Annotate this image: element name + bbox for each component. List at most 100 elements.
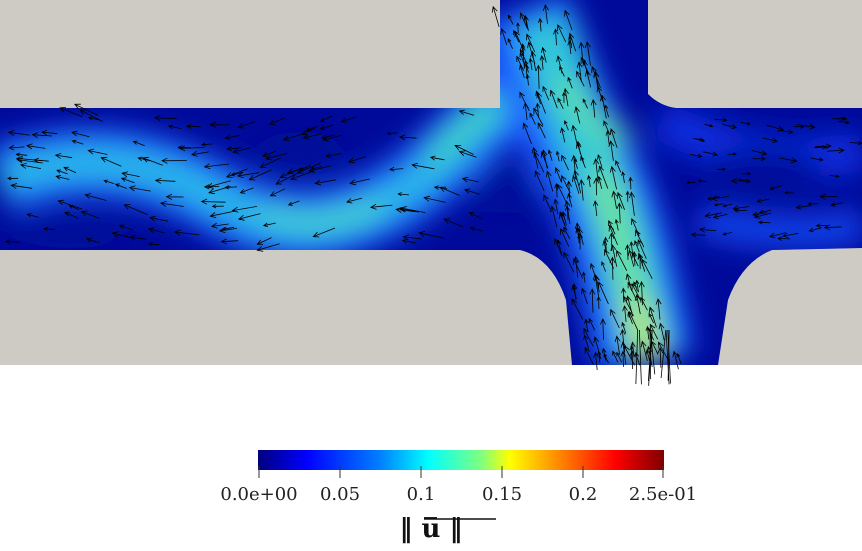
velocity-arrow [128,185,151,192]
velocity-arrow [220,238,239,245]
velocity-arrow [640,296,648,311]
velocity-arrow [838,120,851,125]
velocity-arrow [132,140,145,147]
velocity-arrow [690,232,706,238]
velocity-arrow [519,91,530,112]
velocity-arrow [256,243,280,252]
velocity-arrow [727,152,737,156]
velocity-arrow [620,341,627,365]
velocity-arrow [625,190,630,202]
velocity-arrow [609,256,616,280]
velocity-arrow [608,140,615,161]
colorbar-gradient [258,450,664,470]
velocity-arrow [807,201,819,206]
velocity-arrow [620,350,626,367]
velocity-arrow [147,227,165,234]
velocity-arrow [753,212,772,219]
velocity-arrow [7,130,30,136]
velocity-arrow [224,134,241,140]
velocity-arrow [582,98,588,109]
velocity-arrow [237,121,256,129]
velocity-arrow [648,306,657,328]
velocity-arrow [810,157,824,162]
velocity-arrow [520,48,527,63]
velocity-arrow [611,190,618,209]
velocity-arrow [16,157,43,164]
velocity-arrow [621,287,626,302]
velocity-arrow [545,170,554,192]
velocity-arrow [203,184,220,190]
velocity-arrow [572,175,580,194]
velocity-arrow [507,37,513,49]
velocity-arrow [584,41,591,66]
velocity-arrow [103,179,115,184]
velocity-arrow [203,163,230,170]
velocity-arrow [537,122,546,139]
velocity-arrow [153,115,177,121]
velocity-arrow [25,143,46,150]
velocity-arrow [658,322,665,341]
velocity-arrow [256,237,272,245]
velocity-arrow [10,183,33,189]
velocity-arrow [631,250,637,266]
velocity-arrow [714,117,728,123]
velocity-arrow [63,166,77,174]
velocity-arrow [85,237,100,244]
velocity-arrow [209,210,235,218]
velocity-arrow [601,261,606,272]
velocity-arrow [221,226,235,231]
velocity-arrow [631,217,640,236]
velocity-arrow [43,226,56,231]
velocity-arrow [397,192,409,197]
velocity-arrow [634,240,640,253]
velocity-arrow [262,222,276,227]
velocity-arrow [232,147,251,154]
velocity-arrow [628,176,633,190]
velocity-arrow [516,55,524,71]
velocity-arrow [248,169,272,181]
velocity-arrow [584,346,594,365]
velocity-arrow [309,166,323,171]
velocity-arrow [296,162,321,174]
velocity-arrow [561,154,569,171]
velocity-arrow [815,143,832,149]
velocity-arrow [762,137,779,143]
velocity-arrow [665,329,670,385]
velocity-arrow [461,176,479,183]
velocity-arrow [71,130,90,138]
velocity-arrow [236,172,260,179]
velocity-arrow [608,219,616,235]
velocity-vectors [4,4,862,386]
velocity-arrow [123,204,148,216]
velocity-arrow [590,98,597,118]
velocity-arrow [540,151,549,169]
velocity-arrow [588,317,596,331]
velocity-arrow [564,9,573,31]
velocity-arrow [161,157,187,164]
velocity-arrow [349,178,370,186]
velocity-arrow [784,191,794,195]
velocity-arrow [797,123,816,130]
colorbar-tick-0: 0.0e+00 [220,484,298,505]
velocity-arrow [411,162,435,170]
velocity-arrow [528,57,533,71]
velocity-arrow [596,295,601,310]
velocity-arrow [738,178,752,184]
velocity-arrow [582,271,586,283]
velocity-arrow [600,318,606,340]
velocity-arrow [554,182,559,198]
velocity-arrow [561,174,571,194]
velocity-arrow [602,240,608,255]
velocity-arrow [523,62,530,80]
velocity-arrow [576,140,581,155]
velocity-arrow [562,91,566,103]
colorbar-tick-5: 2.5e-01 [628,484,698,505]
velocity-arrow [581,287,588,304]
velocity-arrow [598,165,609,189]
velocity-arrow [622,305,628,322]
velocity-arrow [269,188,286,197]
velocity-arrow [173,229,200,236]
velocity-arrow [312,227,336,238]
velocity-arrow [575,227,581,244]
velocity-arrow [237,213,261,221]
